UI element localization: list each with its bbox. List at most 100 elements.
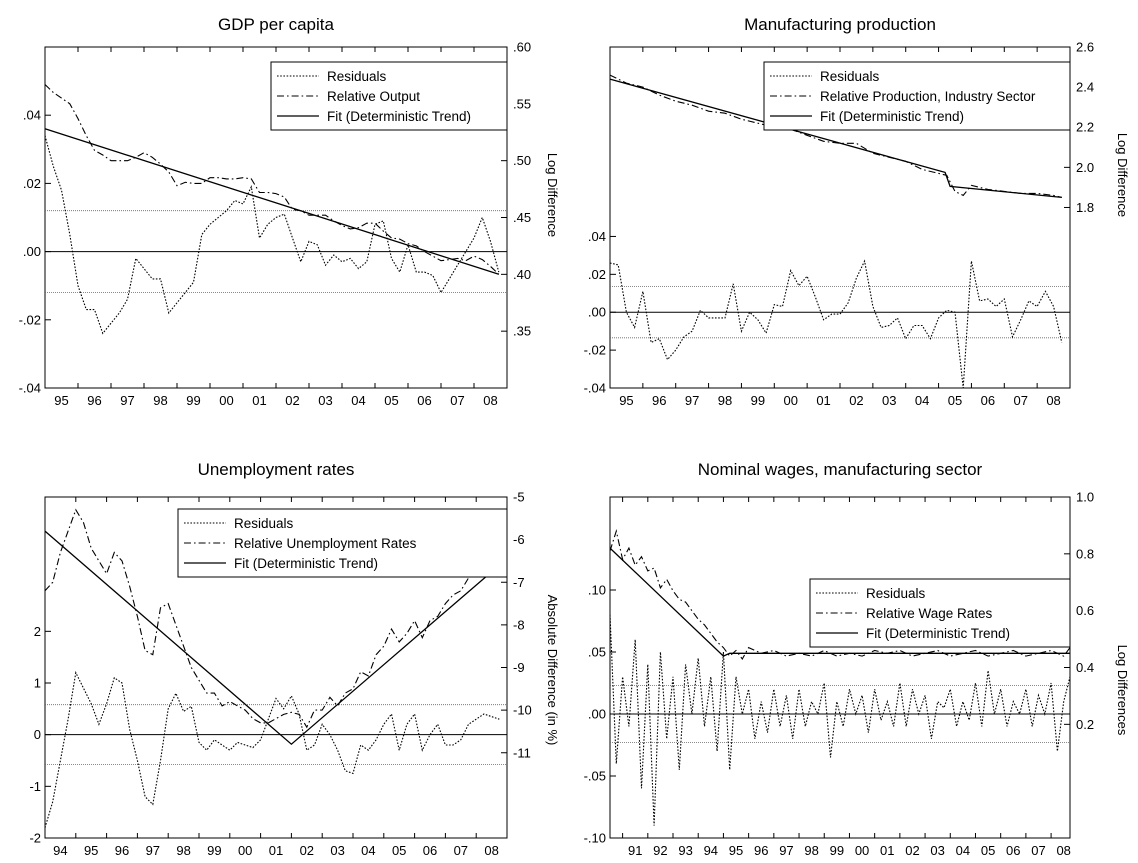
left-tick-label: .04 xyxy=(588,229,606,244)
x-tick-label: 00 xyxy=(238,843,252,858)
left-tick-label: -.02 xyxy=(19,312,41,327)
legend: Residuals Relative Production, Industry S… xyxy=(763,61,1071,131)
x-tick-label: 05 xyxy=(981,843,995,858)
x-tick-label: 93 xyxy=(678,843,692,858)
chart-title: Unemployment rates xyxy=(198,460,355,479)
series-line-primary xyxy=(44,84,500,275)
series-line-fit xyxy=(609,547,1070,657)
x-tick-label: 97 xyxy=(120,393,134,408)
chart-unemployment-rates: Unemployment rates-2-1012-11-10-9-8-7-6-… xyxy=(29,460,560,858)
x-tick-label: 01 xyxy=(252,393,266,408)
x-tick-label: 98 xyxy=(176,843,190,858)
x-tick-label: 05 xyxy=(384,393,398,408)
right-tick-label: 1.0 xyxy=(1076,490,1094,505)
x-tick-label: 98 xyxy=(718,393,732,408)
legend-box xyxy=(763,61,1071,131)
x-tick-label: 94 xyxy=(53,843,67,858)
left-tick-label: .02 xyxy=(588,267,606,282)
right-tick-label: -6 xyxy=(513,532,525,547)
left-tick-label: .04 xyxy=(23,108,41,123)
x-tick-label: 04 xyxy=(351,393,365,408)
series-line-fit xyxy=(44,128,499,275)
right-tick-label: .60 xyxy=(513,40,531,55)
x-tick-label: 07 xyxy=(1013,393,1027,408)
x-tick-label: 05 xyxy=(392,843,406,858)
x-tick-label: 02 xyxy=(849,393,863,408)
x-tick-label: 92 xyxy=(653,843,667,858)
left-tick-label: 2 xyxy=(34,624,41,639)
x-tick-label: 07 xyxy=(1031,843,1045,858)
chart-nominal-wages: Nominal wages, manufacturing sector -.10 -… xyxy=(584,460,1130,858)
left-tick-label: -2 xyxy=(29,831,41,846)
x-tick-label: 00 xyxy=(219,393,233,408)
x-tick-label: 01 xyxy=(269,843,283,858)
x-tick-label: 08 xyxy=(484,843,498,858)
x-tick-label: 01 xyxy=(880,843,894,858)
x-tick-label: 96 xyxy=(754,843,768,858)
x-tick-label: 96 xyxy=(115,843,129,858)
x-tick-label: 99 xyxy=(751,393,765,408)
right-tick-label: -7 xyxy=(513,575,525,590)
x-tick-label: 97 xyxy=(685,393,699,408)
left-tick-label: .00 xyxy=(588,707,606,722)
right-axis-label: Absolute Difference (in %) xyxy=(545,595,560,746)
right-tick-label: 0.8 xyxy=(1076,546,1094,561)
x-tick-label: 03 xyxy=(318,393,332,408)
x-tick-label: 01 xyxy=(816,393,830,408)
right-tick-label: 0.6 xyxy=(1076,603,1094,618)
x-tick-label: 06 xyxy=(423,843,437,858)
chart-gdp-per-capita: GDP per capita -.04 -.02 .00 .02 .04 .35 .40 .45… xyxy=(19,15,560,408)
right-tick-label: 1.8 xyxy=(1076,200,1094,215)
left-tick-label: -.02 xyxy=(584,343,606,358)
x-tick-label: 98 xyxy=(804,843,818,858)
legend: Residuals Relative Output Fit (Determinist… xyxy=(270,61,508,131)
legend-label-fit: Fit (Deterministic Trend) xyxy=(327,109,471,124)
series-line-residuals xyxy=(44,135,500,335)
x-tick-label: 95 xyxy=(729,843,743,858)
left-tick-label: -1 xyxy=(29,779,41,794)
legend-box xyxy=(177,508,508,578)
legend-box xyxy=(809,578,1071,648)
x-tick-label: 95 xyxy=(84,843,98,858)
legend-label-primary: Relative Output xyxy=(327,89,420,104)
x-tick-label: 98 xyxy=(153,393,167,408)
x-tick-label: 04 xyxy=(361,843,375,858)
x-tick-label: 99 xyxy=(186,393,200,408)
legend: Residuals Relative Unemployment Rates Fit … xyxy=(177,508,508,578)
right-tick-label: 2.6 xyxy=(1076,40,1094,55)
right-tick-label: 0.2 xyxy=(1076,717,1094,732)
series-line-residuals xyxy=(609,614,1071,826)
x-tick-label: 08 xyxy=(483,393,497,408)
legend-label-fit: Fit (Deterministic Trend) xyxy=(866,626,1010,641)
left-tick-label: .10 xyxy=(588,583,606,598)
x-tick-label: 07 xyxy=(454,843,468,858)
x-tick-label: 00 xyxy=(783,393,797,408)
right-tick-label: -11 xyxy=(513,745,531,760)
x-tick-label: 99 xyxy=(830,843,844,858)
plot-frame xyxy=(609,496,1071,839)
x-tick-label: 99 xyxy=(207,843,221,858)
x-tick-label: 03 xyxy=(330,843,344,858)
x-tick-label: 05 xyxy=(948,393,962,408)
right-tick-label: 0.4 xyxy=(1076,660,1094,675)
chart-title: Manufacturing production xyxy=(744,15,936,34)
x-tick-label: 00 xyxy=(855,843,869,858)
chart-manufacturing-production: Manufacturing production -.04 -.02 .00 .02 .0… xyxy=(584,15,1130,408)
left-tick-label: .00 xyxy=(588,305,606,320)
series-line-residuals xyxy=(44,670,500,828)
series-line-primary xyxy=(609,528,1071,661)
x-tick-label: 04 xyxy=(956,843,970,858)
legend-label-residuals: Residuals xyxy=(820,69,880,84)
x-tick-label: 03 xyxy=(930,843,944,858)
right-tick-label: -8 xyxy=(513,617,525,632)
series-line-primary xyxy=(44,508,500,729)
series-line-residuals xyxy=(609,259,1063,389)
right-tick-label: .55 xyxy=(513,96,531,111)
legend-label-fit: Fit (Deterministic Trend) xyxy=(234,556,378,571)
left-tick-label: .05 xyxy=(588,645,606,660)
right-axis-label: Log Differences xyxy=(1115,645,1130,736)
right-tick-label: -9 xyxy=(513,660,525,675)
legend-label-primary: Relative Production, Industry Sector xyxy=(820,89,1036,104)
right-tick-label: 2.0 xyxy=(1076,160,1094,175)
